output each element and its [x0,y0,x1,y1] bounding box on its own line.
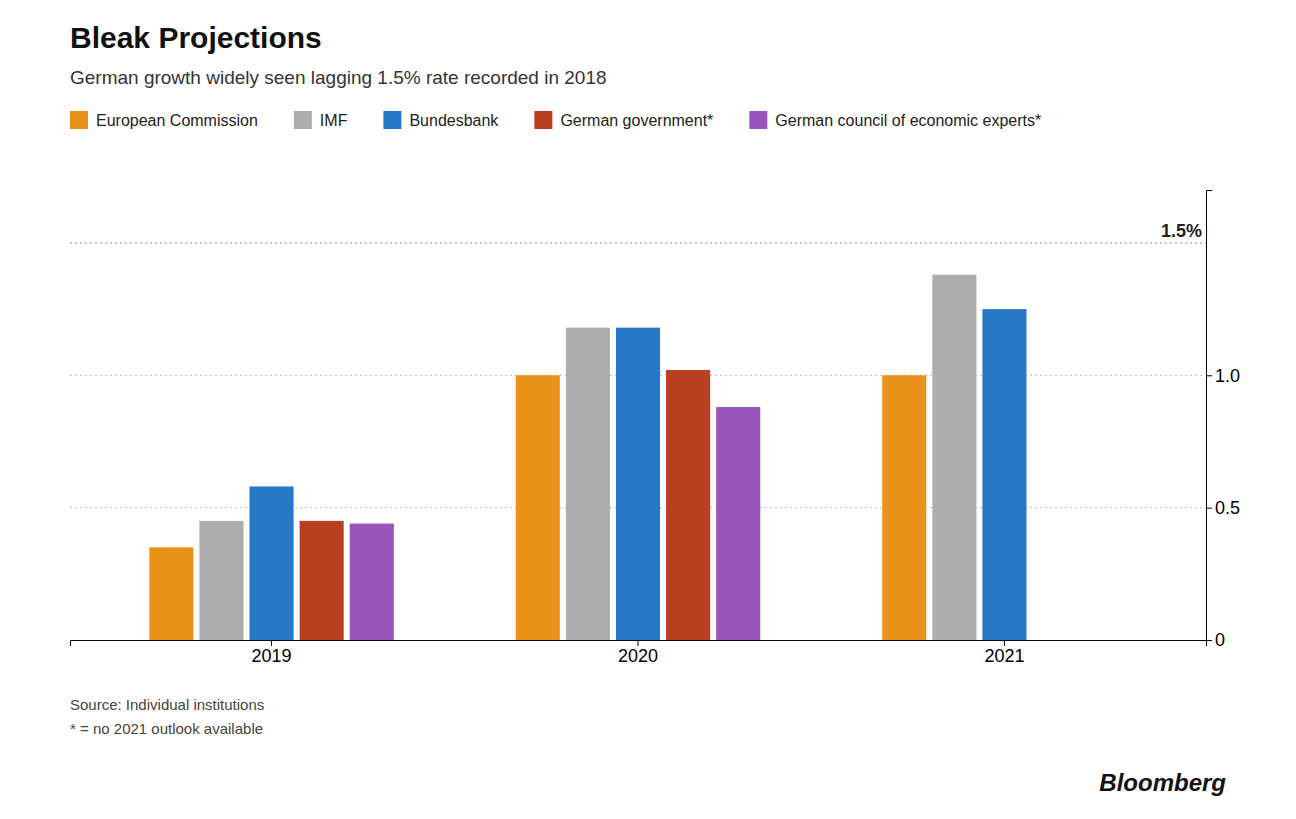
annotations: 1.5% [70,221,1206,243]
source: Source: Individual institutions * = no 20… [70,696,264,737]
bar-series [149,375,926,640]
source-line: * = no 2021 outlook available [70,720,263,737]
bar [932,275,976,640]
y-tick-label: 0 [1215,630,1225,650]
y-tick: 0 [1206,630,1225,650]
legend-label: German council of economic experts* [775,112,1041,129]
legend-swatch [749,111,767,129]
legend-item: German government* [534,111,713,129]
bar [300,521,344,640]
y-tick-label: 0.5 [1215,498,1240,518]
subtitle: German growth widely seen lagging 1.5% r… [70,67,607,88]
credit: Bloomberg [1099,769,1226,796]
bars [149,275,1026,640]
legend-swatch [294,111,312,129]
bar [666,370,710,640]
y-axis-line [1207,191,1213,641]
y-tick-label: 1.0 [1215,366,1240,386]
legend-label: German government* [560,112,713,129]
reference-line [70,242,1206,243]
bar [149,547,193,640]
legend-item: Bundesbank [383,111,499,129]
x-tick-label: 2021 [984,646,1024,666]
bar [982,309,1026,640]
x-tick: 2020 [618,640,658,666]
y-tick: 1.0 [1206,366,1240,386]
bar [882,375,926,640]
legend-swatch [70,111,88,129]
y-axis: 0 0.5 1.0 [1206,191,1240,651]
bar [566,328,610,640]
bar-series [350,407,761,640]
bar [199,521,243,640]
y-tick-mark [1206,640,1212,641]
legend-item: IMF [294,111,348,129]
legend-swatch [534,111,552,129]
bar [250,486,294,640]
legend-item: European Commission [70,111,258,129]
bar-series [250,309,1027,640]
y-tick: 0.5 [1206,498,1240,518]
legend: European Commission IMF Bundesbank German g… [70,111,1041,129]
chart-container: Bleak Projections German growth widely se… [0,0,1296,819]
source-line: Source: Individual institutions [70,696,264,713]
x-tick: 2019 [252,640,292,666]
legend-swatch [383,111,401,129]
y-tick-mark [1206,375,1212,376]
bar [716,407,760,640]
x-tick: 2021 [984,640,1024,666]
legend-label: European Commission [96,112,258,129]
legend-label: Bundesbank [409,112,499,129]
bar-series [300,370,711,640]
y-tick-mark [1206,508,1212,509]
bar-series [199,275,976,640]
title: Bleak Projections [70,21,322,54]
bar [616,328,660,640]
x-axis: 2019 2020 2021 [71,640,1207,666]
chart-svg: Bleak Projections German growth widely se… [0,0,1296,819]
legend-item: German council of economic experts* [749,111,1041,129]
bar [516,375,560,640]
x-tick-label: 2019 [252,646,292,666]
legend-label: IMF [320,112,348,129]
x-tick-label: 2020 [618,646,658,666]
reference-label: 1.5% [1161,221,1202,241]
bar [350,524,394,640]
